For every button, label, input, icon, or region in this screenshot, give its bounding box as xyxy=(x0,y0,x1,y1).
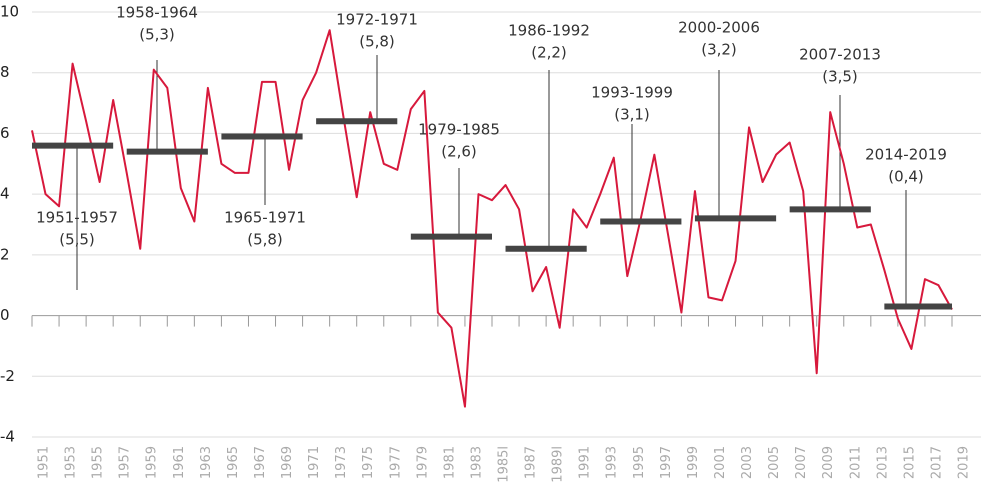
x-tick-label: 1957 xyxy=(118,446,133,479)
y-tick-label: -4 xyxy=(0,428,15,446)
period-name: 2014-2019 xyxy=(865,146,947,164)
x-tick-label: 2019 xyxy=(957,446,972,479)
x-tick-label: 1959 xyxy=(145,446,160,479)
y-tick-label: 0 xyxy=(0,306,10,324)
x-tick-label: 2003 xyxy=(740,446,755,479)
x-tick-label: 1985l xyxy=(497,446,512,483)
x-tick-label: 1987 xyxy=(524,446,539,479)
y-tick-label: 2 xyxy=(0,245,10,263)
x-tick-label: 1967 xyxy=(253,446,268,479)
x-tick-label: 1969 xyxy=(280,446,295,479)
x-tick-label: 1981 xyxy=(442,446,457,479)
x-tick-label: 1963 xyxy=(199,446,214,479)
period-name: 1958-1964 xyxy=(116,4,198,22)
y-tick-label: 10 xyxy=(0,3,19,21)
x-tick-label: 1951 xyxy=(37,446,52,479)
period-name: 1993-1999 xyxy=(591,84,673,102)
y-tick-label: -2 xyxy=(0,367,15,385)
x-tick-label: 1983 xyxy=(469,446,484,479)
period-note: (2,2) xyxy=(531,44,567,62)
x-tick-label: 2013 xyxy=(875,446,890,479)
period-note: (5,8) xyxy=(247,231,283,249)
x-tick-label: 2015 xyxy=(902,446,917,479)
period-note: (5,3) xyxy=(139,26,175,44)
x-tick-label: 2005 xyxy=(767,446,782,479)
x-tick-label: 2011 xyxy=(848,446,863,479)
y-tick-label: 6 xyxy=(0,124,10,142)
x-tick-label: 1961 xyxy=(172,446,187,479)
period-name: 1979-1985 xyxy=(418,121,500,139)
period-note: (5,5) xyxy=(59,231,95,249)
period-name: 2000-2006 xyxy=(678,19,760,37)
period-name: 2007-2013 xyxy=(799,46,881,64)
x-tick-label: 2001 xyxy=(713,446,728,479)
x-tick-label: 1989l xyxy=(551,446,566,483)
x-tick-label: 2017 xyxy=(929,446,944,479)
x-tick-label: 1973 xyxy=(334,446,349,479)
y-tick-label: 4 xyxy=(0,185,10,203)
period-note: (3,2) xyxy=(701,41,737,59)
x-tick-label: 1995 xyxy=(632,446,647,479)
period-note: (2,6) xyxy=(441,143,477,161)
x-tick-label: 1977 xyxy=(388,446,403,479)
data-line xyxy=(31,29,953,408)
period-note: (3,5) xyxy=(822,68,858,86)
period-note: (3,1) xyxy=(614,106,650,124)
period-note: (0,4) xyxy=(888,168,924,186)
x-tick-label: 1999 xyxy=(686,446,701,479)
y-tick-label: 8 xyxy=(0,63,10,81)
x-tick-label: 1953 xyxy=(64,446,79,479)
x-tick-label: 1965 xyxy=(226,446,241,479)
period-note: (5,8) xyxy=(359,33,395,51)
x-tick-label: 1997 xyxy=(659,446,674,479)
period-name: 1965-1971 xyxy=(224,209,306,227)
x-tick-label: 1979 xyxy=(415,446,430,479)
x-tick-label: 2009 xyxy=(821,446,836,479)
period-name: 1951-1957 xyxy=(36,209,118,227)
x-tick-label: 1975 xyxy=(361,446,376,479)
x-tick-label: 1991 xyxy=(578,446,593,479)
period-name: 1972-1971 xyxy=(336,11,418,29)
x-tick-label: 1993 xyxy=(605,446,620,479)
x-tick-label: 1971 xyxy=(307,446,322,479)
x-tick-label: 1955 xyxy=(91,446,106,479)
x-tick-label: 2007 xyxy=(794,446,809,479)
period-name: 1986-1992 xyxy=(508,22,590,40)
